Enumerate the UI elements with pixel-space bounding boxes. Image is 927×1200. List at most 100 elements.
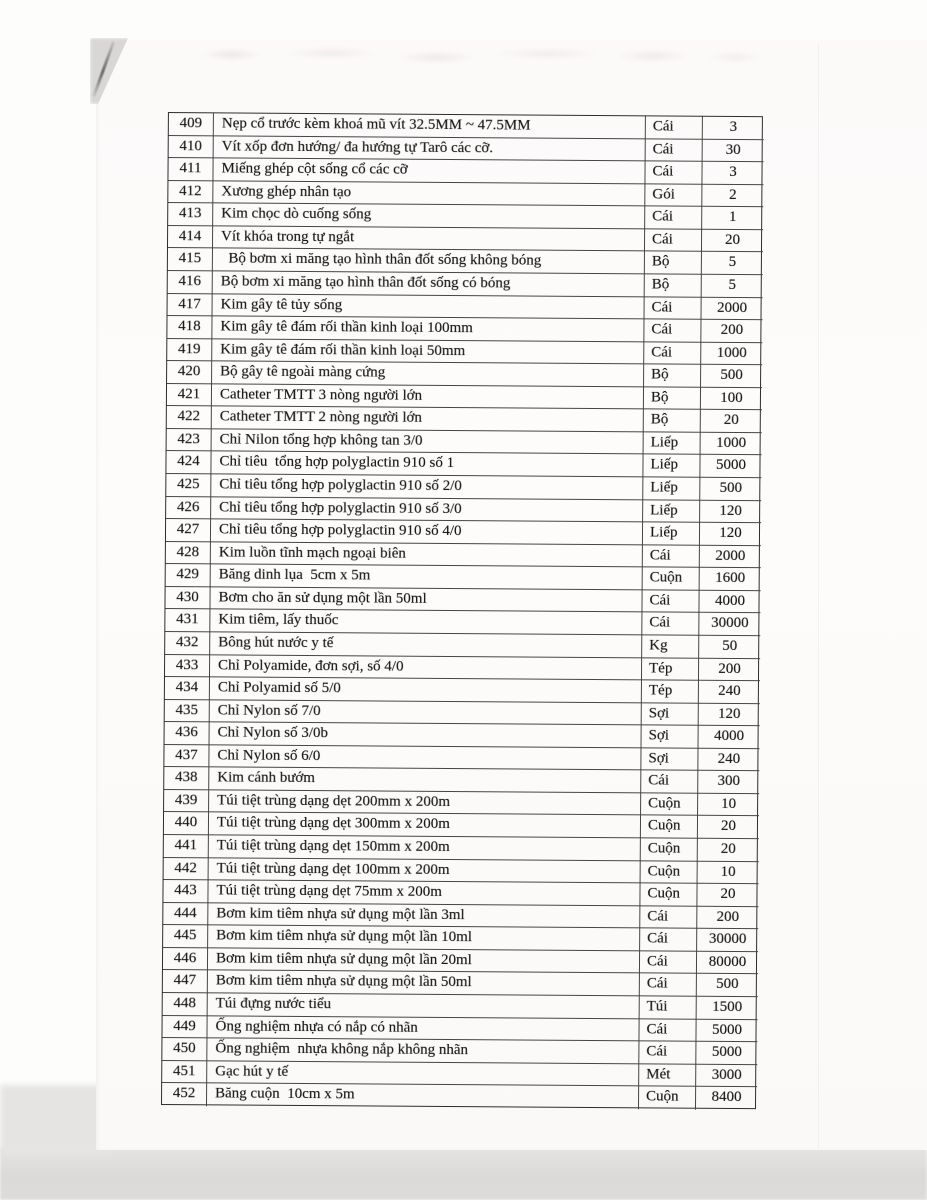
unit-cell: Bộ	[644, 274, 702, 298]
quantity-cell: 5	[701, 274, 763, 298]
quantity-cell: 1	[702, 207, 764, 230]
quantity-cell: 5000	[696, 1041, 758, 1065]
row-number-cell: 433	[164, 654, 211, 678]
quantity-cell: 10	[697, 861, 759, 885]
item-description-cell: Băng dinh lụa 5cm x 5m	[210, 564, 643, 591]
unit-cell: Gói	[645, 184, 703, 208]
quantity-cell: 500	[696, 974, 758, 998]
row-number-cell: 415	[167, 248, 213, 272]
quantity-cell: 50	[699, 635, 761, 659]
row-number-cell: 434	[164, 677, 210, 700]
quantity-cell: 20	[697, 838, 759, 862]
item-description-cell: Xương ghép nhân tạo	[213, 181, 646, 207]
unit-cell: Cái	[645, 116, 703, 140]
unit-cell: Tép	[641, 680, 699, 704]
quantity-cell: 240	[698, 680, 760, 704]
row-number-cell: 418	[167, 316, 213, 339]
quantity-cell: 4000	[699, 590, 761, 614]
item-description-cell: Bơm kim tiêm nhựa sử dụng một lần 3ml	[208, 903, 641, 929]
unit-cell: Sợi	[641, 748, 699, 772]
quantity-cell: 100	[700, 387, 763, 411]
row-number-cell: 452	[161, 1083, 208, 1107]
unit-cell: Mét	[639, 1063, 697, 1087]
quantity-cell: 4000	[698, 725, 760, 749]
quantity-cell: 20	[697, 816, 760, 840]
quantity-cell: 80000	[696, 951, 759, 975]
row-number-cell: 417	[167, 293, 213, 317]
item-description-cell: Kim gây tê tủy sống	[212, 293, 645, 320]
unit-cell: Cuộn	[640, 815, 699, 839]
unit-cell: Cái	[639, 973, 697, 997]
paper-sheet	[96, 40, 927, 1150]
quantity-cell: 20	[700, 410, 762, 434]
scan-background-bottom-left	[0, 1085, 112, 1155]
unit-cell: Cái	[645, 138, 703, 162]
quantity-cell: 20	[701, 229, 764, 253]
row-number-cell: 412	[168, 180, 214, 204]
paper-edge-right	[818, 44, 819, 1148]
unit-cell: Cái	[645, 206, 703, 230]
quantity-cell: 240	[698, 748, 760, 772]
quantity-cell: 1000	[700, 432, 762, 456]
unit-cell: Cuộn	[640, 838, 698, 862]
quantity-cell: 200	[698, 658, 761, 682]
item-description-cell: Bộ gây tê ngoài màng cứng	[212, 361, 645, 388]
row-number-cell: 430	[165, 586, 211, 610]
item-description-cell: Bơm kim tiêm nhựa sử dụng một lần 10ml	[208, 925, 641, 952]
unit-cell: Cái	[644, 229, 703, 253]
item-description-cell: Kim gây tê đám rối thần kinh loại 100mm	[212, 316, 645, 342]
item-description-cell: Bông hút nước y tế	[210, 632, 643, 658]
item-description-cell: Kim cánh bướm	[209, 767, 642, 794]
item-description-cell: Miếng ghép cột sống cổ các cỡ	[213, 158, 646, 185]
item-description-cell: Catheter TMTT 3 nòng người lớn	[211, 384, 645, 410]
unit-cell: Bộ	[643, 409, 701, 433]
item-description-cell: Túi tiệt trùng dạng dẹt 150mm x 200m	[208, 835, 641, 861]
item-description-cell: Túi tiệt trùng dạng dẹt 75mm x 200m	[208, 880, 641, 907]
item-description-cell: Bơm kim tiêm nhựa sử dụng một lần 20ml	[207, 948, 641, 974]
item-description-cell: Gạc hút y tế	[207, 1060, 640, 1087]
unit-cell: Cái	[641, 770, 699, 794]
quantity-cell: 30000	[699, 613, 761, 637]
unit-cell: Cái	[640, 906, 698, 929]
quantity-cell: 500	[700, 477, 762, 501]
unit-cell: Bộ	[644, 364, 702, 388]
quantity-cell: 30	[702, 139, 764, 163]
item-description-cell: Chỉ Nylon số 3/0b	[209, 722, 642, 749]
item-description-cell: Chỉ Polyamid số 5/0	[209, 677, 642, 703]
quantity-cell: 3	[702, 161, 764, 185]
item-description-cell: Túi tiệt trùng dạng dẹt 300mm x 200m	[208, 812, 642, 839]
item-description-cell: Túi tiệt trùng dạng dẹt 200mm x 200m	[209, 790, 642, 816]
quantity-cell: 120	[700, 500, 762, 524]
item-description-cell: Chỉ tiêu tổng hợp polyglactin 910 số 3/0	[211, 496, 644, 523]
quantity-cell: 1600	[699, 567, 761, 591]
quantity-cell: 30000	[697, 928, 759, 952]
item-description-cell: Chỉ tiêu tổng hợp polyglactin 910 số 1	[211, 451, 644, 478]
quantity-cell: 200	[701, 319, 763, 343]
unit-cell: Cái	[644, 296, 702, 320]
item-description-cell: Catheter TMTT 2 nòng người lớn	[211, 406, 644, 433]
row-number-cell: 447	[162, 970, 208, 994]
item-description-cell: Chỉ tiêu tổng hợp polyglactin 910 số 4/0	[210, 519, 644, 546]
row-number-cell: 445	[163, 925, 209, 949]
quantity-cell: 300	[698, 771, 760, 795]
items-table: 409 Nẹp cổ trước kèm khoá mũ vít 32.5MM ~…	[161, 112, 764, 1110]
quantity-cell: 3	[702, 116, 764, 140]
unit-cell: Cái	[644, 319, 702, 343]
quantity-cell: 200	[697, 906, 759, 930]
unit-cell: Liếp	[643, 477, 701, 501]
unit-cell: Liếp	[642, 522, 701, 546]
item-description-cell: Kim chọc dò cuống sống	[213, 203, 646, 230]
item-description-cell: Túi đựng nước tiểu	[207, 993, 640, 1019]
quantity-cell: 2000	[701, 297, 763, 321]
row-number-cell: 431	[165, 609, 211, 633]
item-description-cell: Bơm kim tiêm nhựa sử dụng một lần 50ml	[207, 970, 640, 997]
row-number-cell: 427	[165, 519, 212, 543]
unit-cell: Cuộn	[640, 883, 698, 907]
unit-cell: Cái	[645, 161, 703, 185]
row-number-cell: 450	[162, 1038, 208, 1061]
unit-cell: Liếp	[643, 499, 701, 523]
row-number-cell: 443	[163, 880, 209, 904]
item-description-cell: Kim gây tê đám rối thần kinh loại 50mm	[212, 338, 645, 365]
item-description-cell: Băng cuộn 10cm x 5m	[206, 1083, 640, 1110]
